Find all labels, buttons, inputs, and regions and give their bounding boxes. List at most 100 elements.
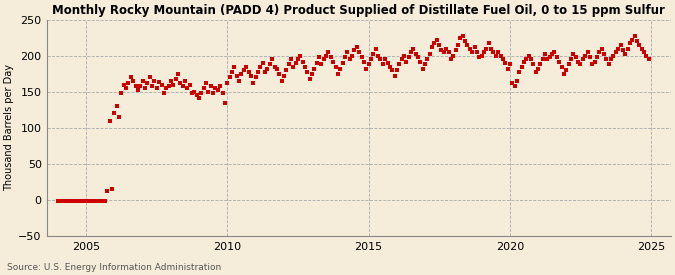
Point	[246, 74, 256, 78]
Point	[59, 199, 70, 204]
Point	[401, 59, 412, 64]
Point	[184, 82, 195, 87]
Point	[137, 79, 148, 83]
Point	[192, 93, 202, 98]
Point	[130, 84, 141, 88]
Point	[53, 199, 63, 204]
Point	[259, 69, 270, 74]
Point	[175, 81, 186, 85]
Point	[340, 55, 350, 59]
Point	[483, 41, 494, 45]
Point	[450, 48, 461, 52]
Point	[528, 62, 539, 67]
Point	[410, 52, 421, 57]
Point	[387, 68, 398, 72]
Point	[173, 72, 184, 76]
Point	[159, 91, 169, 95]
Point	[403, 55, 414, 59]
Point	[453, 43, 464, 47]
Point	[549, 50, 560, 54]
Point	[431, 38, 442, 42]
Point	[227, 69, 238, 74]
Point	[518, 59, 529, 64]
Point	[443, 50, 454, 54]
Point	[196, 91, 207, 95]
Point	[434, 43, 445, 47]
Point	[436, 48, 447, 52]
Point	[170, 77, 181, 81]
Point	[605, 57, 616, 62]
Point	[92, 199, 103, 204]
Point	[265, 62, 275, 67]
Point	[252, 69, 263, 74]
Point	[516, 64, 527, 69]
Point	[379, 57, 390, 62]
Point	[502, 67, 513, 71]
Point	[476, 54, 487, 58]
Point	[67, 199, 78, 204]
Point	[95, 199, 106, 204]
Point	[521, 57, 532, 62]
Point	[121, 86, 132, 90]
Point	[232, 74, 242, 78]
Y-axis label: Thousand Barrels per Day: Thousand Barrels per Day	[4, 64, 14, 191]
Point	[422, 57, 433, 62]
Point	[182, 86, 192, 90]
Point	[441, 46, 452, 51]
Point	[74, 199, 84, 204]
Point	[241, 64, 252, 69]
Point	[86, 199, 97, 204]
Point	[481, 46, 492, 51]
Point	[568, 52, 578, 57]
Point	[594, 50, 605, 54]
Point	[72, 199, 82, 204]
Point	[154, 80, 165, 85]
Point	[460, 39, 470, 43]
Point	[213, 88, 223, 93]
Point	[111, 104, 122, 108]
Point	[575, 62, 586, 67]
Point	[144, 75, 155, 79]
Point	[563, 62, 574, 67]
Point	[118, 82, 129, 87]
Point	[514, 69, 524, 74]
Point	[425, 52, 435, 57]
Point	[570, 55, 581, 59]
Point	[338, 61, 348, 65]
Point	[629, 33, 640, 38]
Point	[302, 69, 313, 74]
Point	[269, 64, 280, 69]
Point	[371, 46, 381, 51]
Point	[535, 62, 545, 67]
Point	[298, 59, 308, 64]
Point	[102, 189, 113, 194]
Point	[198, 86, 209, 90]
Point	[455, 35, 466, 40]
Point	[639, 50, 649, 54]
Point	[504, 62, 515, 67]
Point	[222, 81, 233, 85]
Point	[57, 199, 68, 204]
Point	[526, 57, 537, 62]
Point	[585, 55, 595, 59]
Point	[347, 54, 358, 58]
Point	[603, 62, 614, 67]
Point	[497, 57, 508, 62]
Point	[210, 86, 221, 90]
Point	[641, 54, 651, 58]
Point	[161, 86, 171, 90]
Point	[608, 54, 619, 58]
Point	[248, 81, 259, 85]
Point	[637, 46, 647, 51]
Point	[314, 55, 325, 59]
Point	[589, 59, 600, 64]
Point	[582, 50, 593, 54]
Point	[493, 50, 504, 54]
Point	[238, 68, 249, 72]
Point	[311, 61, 322, 65]
Point	[375, 57, 386, 62]
Point	[262, 67, 273, 71]
Point	[335, 67, 346, 71]
Point	[392, 68, 402, 72]
Point	[599, 52, 610, 57]
